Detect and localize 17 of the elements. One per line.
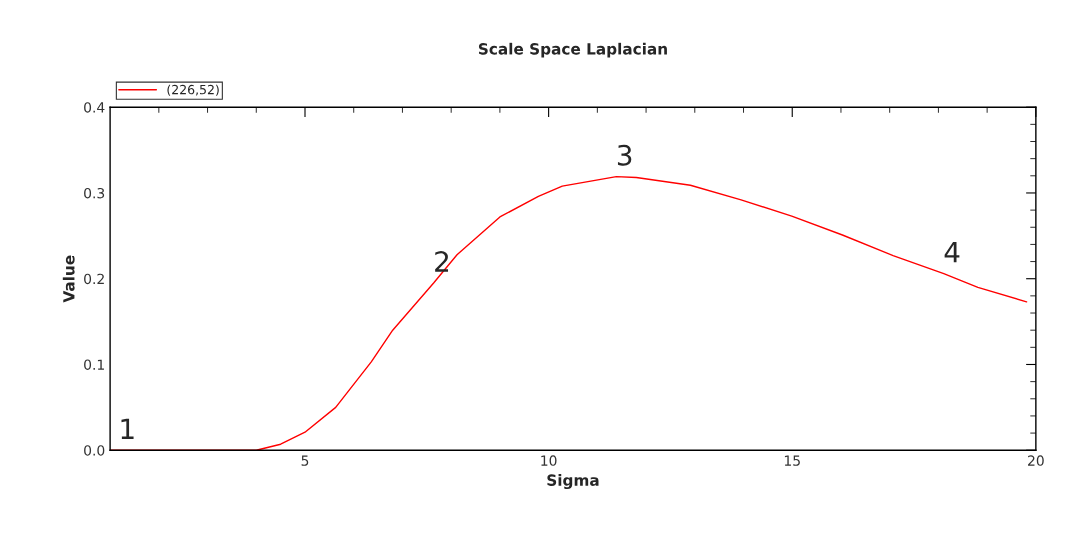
y-axis-title: Value bbox=[62, 255, 75, 303]
x-axis-title: Sigma bbox=[547, 474, 599, 489]
chart-title: Scale Space Laplacian bbox=[478, 42, 667, 58]
annotation: 4 bbox=[944, 241, 960, 263]
y-tick-label: 0.4 bbox=[84, 102, 105, 113]
x-tick-label: 10 bbox=[541, 455, 557, 466]
legend-label: (226,52) bbox=[167, 84, 219, 96]
x-tick-label: 15 bbox=[784, 455, 800, 466]
y-tick-label: 0.2 bbox=[84, 273, 104, 285]
annotation: 3 bbox=[617, 144, 632, 166]
x-tick-label: 5 bbox=[301, 455, 309, 466]
annotation: 2 bbox=[435, 251, 449, 272]
x-tick-label: 20 bbox=[1028, 455, 1044, 466]
y-tick-label: 0.0 bbox=[84, 445, 105, 456]
y-tick-label: 0.1 bbox=[84, 359, 104, 370]
annotation: 1 bbox=[121, 418, 134, 439]
y-tick-label: 0.3 bbox=[84, 187, 105, 199]
